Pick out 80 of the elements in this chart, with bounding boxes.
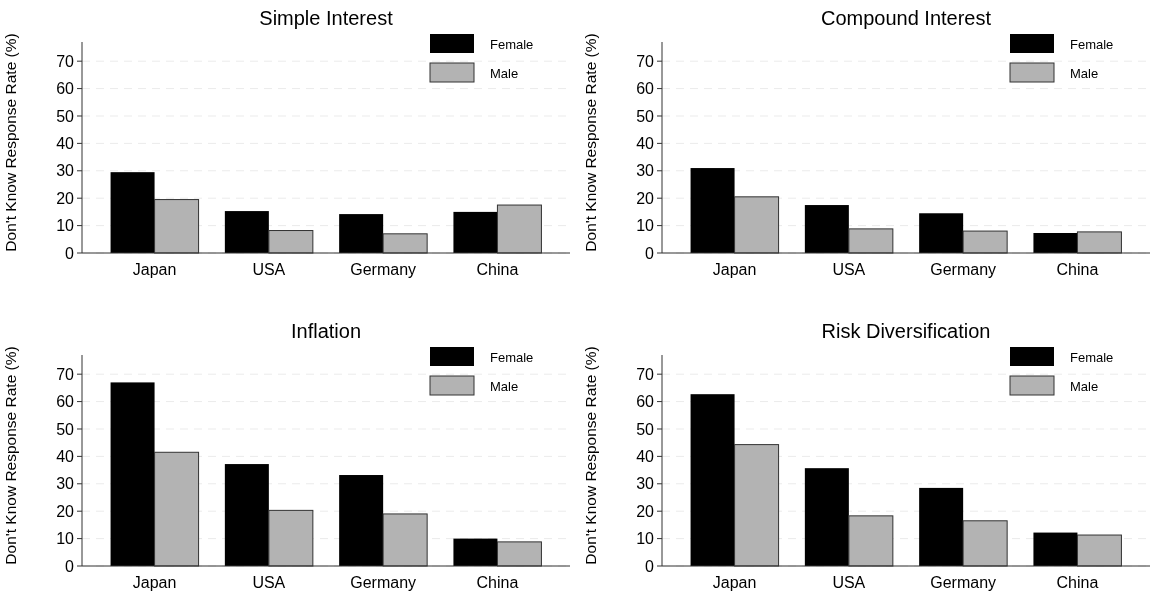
x-tick-label: USA: [252, 574, 286, 591]
legend-label: Male: [1070, 65, 1099, 81]
x-tick-label: Japan: [132, 261, 177, 278]
y-tick-label: 60: [56, 80, 75, 98]
chart-title: Inflation: [290, 320, 362, 342]
x-tick-label: Japan: [712, 574, 757, 591]
y-tick-label: 60: [636, 393, 655, 411]
y-axis-title: Don't Know Response Rate (%): [582, 33, 599, 252]
y-tick-label: 30: [56, 475, 75, 493]
x-tick-label: USA: [252, 261, 286, 278]
y-axis-title: Don't Know Response Rate (%): [2, 346, 19, 565]
y-tick-label: 20: [636, 189, 655, 207]
x-tick-label: Japan: [132, 574, 177, 591]
y-tick-label: 40: [636, 134, 655, 152]
bar: [1033, 233, 1078, 253]
bar: [453, 538, 498, 566]
bar: [110, 172, 155, 253]
y-tick-label: 70: [636, 52, 655, 70]
y-tick-label: 0: [65, 557, 75, 575]
x-tick-label: Germany: [930, 261, 997, 278]
bar: [804, 205, 849, 253]
bar: [339, 214, 384, 253]
legend-label: Female: [490, 349, 534, 365]
chart-title: Risk Diversification: [821, 320, 991, 342]
legend-label: Female: [1070, 349, 1114, 365]
y-tick-label: 10: [636, 530, 655, 548]
bar: [919, 213, 964, 253]
y-tick-label: 40: [56, 134, 75, 152]
bar: [690, 168, 735, 253]
x-tick-label: Germany: [350, 574, 417, 591]
y-tick-label: 30: [56, 162, 75, 180]
x-tick-label: USA: [832, 261, 866, 278]
bar: [224, 464, 269, 566]
x-tick-label: Germany: [350, 261, 417, 278]
legend-label: Female: [490, 36, 534, 52]
bar: [224, 211, 269, 253]
x-tick-label: China: [1056, 261, 1099, 278]
chart-title: Simple Interest: [259, 7, 394, 29]
y-axis-title: Don't Know Response Rate (%): [582, 346, 599, 565]
y-tick-label: 0: [645, 244, 655, 262]
bar: [110, 382, 155, 566]
x-tick-label: Japan: [712, 261, 757, 278]
bar: [804, 468, 849, 566]
x-tick-label: China: [476, 261, 519, 278]
y-tick-label: 60: [56, 393, 75, 411]
y-tick-label: 20: [56, 189, 75, 207]
y-tick-label: 20: [56, 502, 75, 520]
bar: [339, 475, 384, 566]
y-tick-label: 40: [56, 447, 75, 465]
y-tick-label: 0: [645, 557, 655, 575]
x-tick-label: Germany: [930, 574, 997, 591]
y-tick-label: 70: [56, 52, 75, 70]
y-tick-label: 70: [56, 365, 75, 383]
legend-label: Male: [490, 378, 519, 394]
y-tick-label: 50: [56, 107, 75, 125]
legend-label: Male: [490, 65, 519, 81]
bar: [1033, 532, 1078, 566]
x-tick-label: China: [1056, 574, 1099, 591]
bar: [453, 211, 498, 253]
x-tick-label: China: [476, 574, 519, 591]
y-tick-label: 20: [636, 502, 655, 520]
y-tick-label: 0: [65, 244, 75, 262]
y-tick-label: 30: [636, 475, 655, 493]
y-tick-label: 70: [636, 365, 655, 383]
y-tick-label: 40: [636, 447, 655, 465]
y-tick-label: 10: [56, 530, 75, 548]
y-tick-label: 60: [636, 80, 655, 98]
y-tick-label: 30: [636, 162, 655, 180]
y-tick-label: 50: [56, 420, 75, 438]
y-tick-label: 50: [636, 107, 655, 125]
y-tick-label: 50: [636, 420, 655, 438]
y-tick-label: 10: [636, 217, 655, 235]
bar: [690, 394, 735, 566]
bar: [919, 487, 964, 566]
x-tick-label: USA: [832, 574, 866, 591]
chart-title: Compound Interest: [820, 7, 992, 29]
legend-label: Female: [1070, 36, 1114, 52]
y-axis-title: Don't Know Response Rate (%): [2, 33, 19, 252]
legend-label: Male: [1070, 378, 1099, 394]
y-tick-label: 10: [56, 217, 75, 235]
